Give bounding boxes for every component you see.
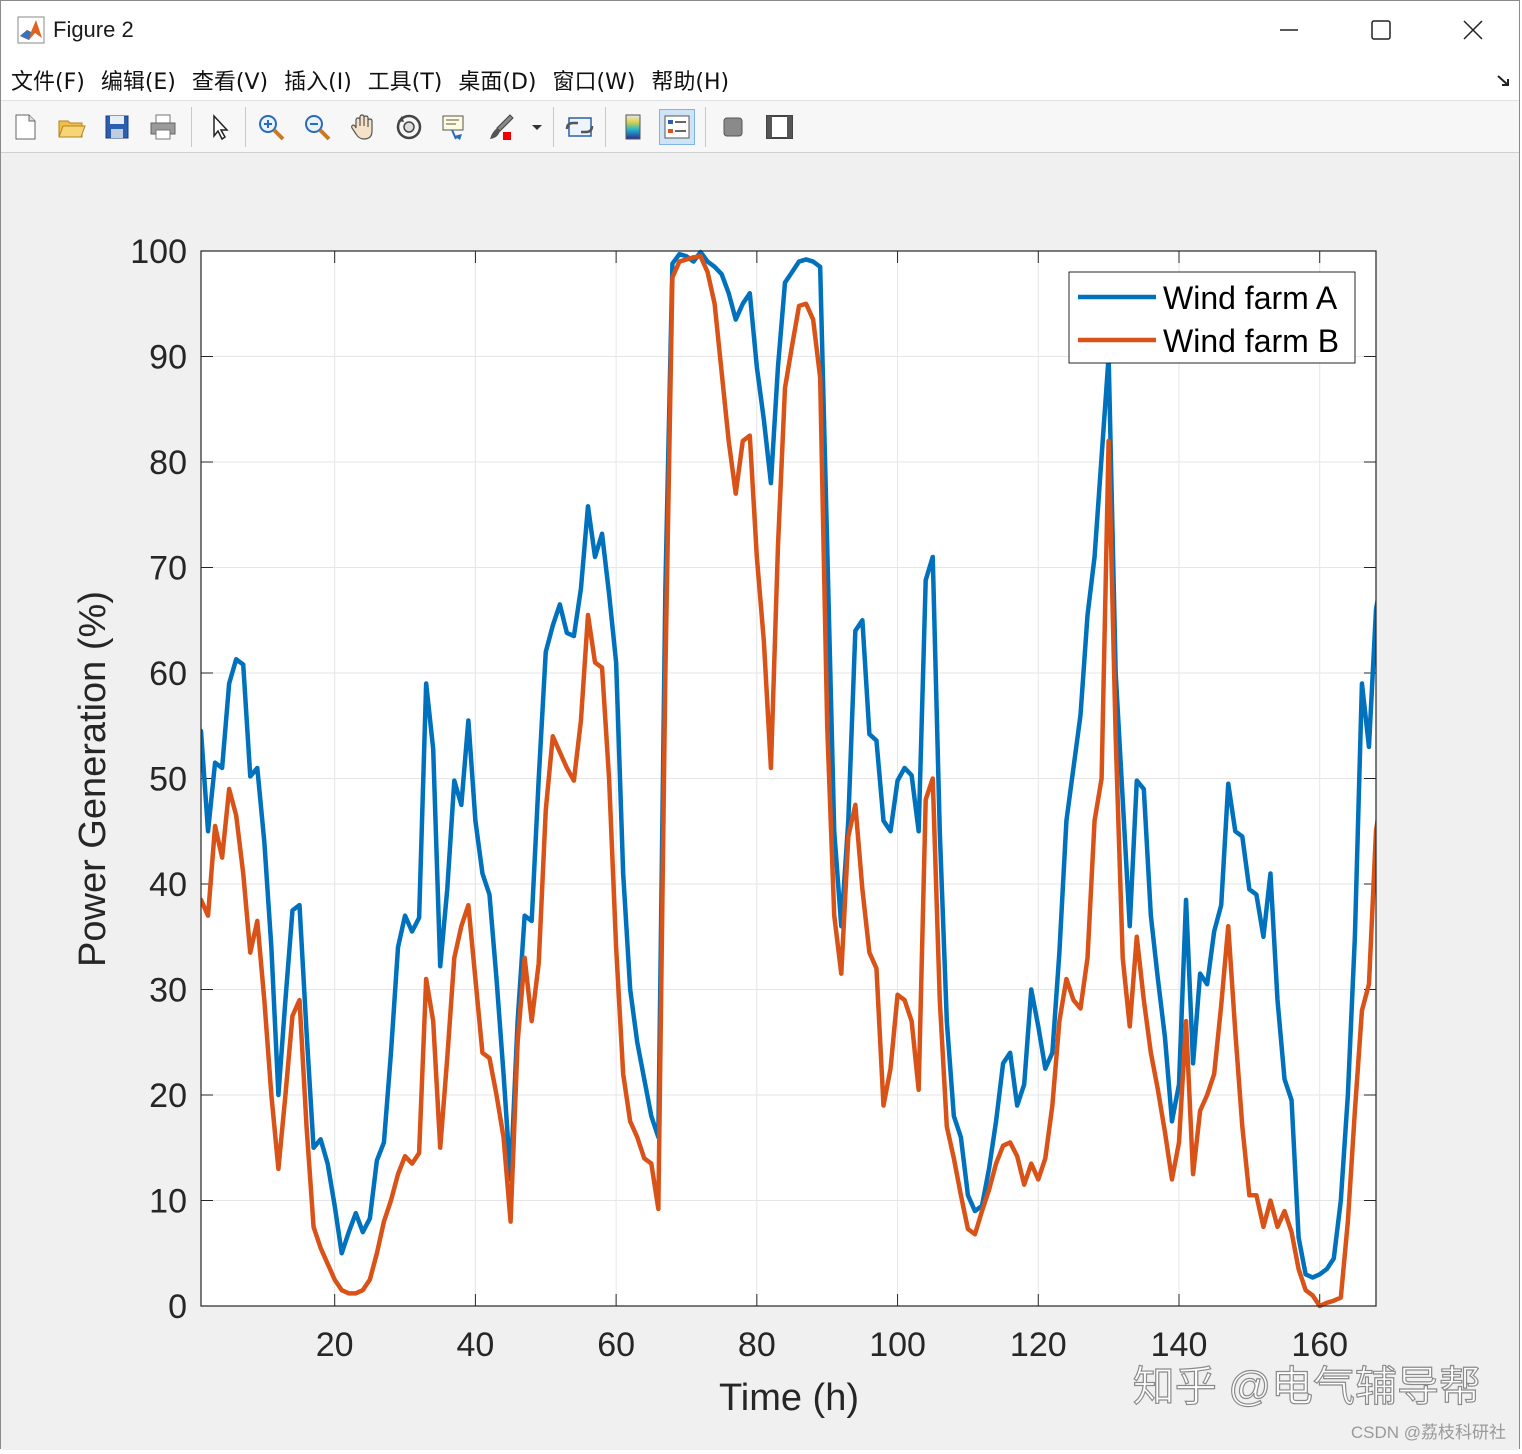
toolbar-separator bbox=[605, 107, 606, 147]
x-tick-label: 40 bbox=[456, 1326, 494, 1364]
legend-button[interactable] bbox=[659, 109, 695, 145]
y-tick-label: 20 bbox=[149, 1077, 187, 1115]
save-icon bbox=[105, 115, 129, 139]
dock-arrow-icon[interactable] bbox=[1495, 71, 1513, 89]
data-cursor-button[interactable] bbox=[437, 109, 473, 145]
chevron-down-icon bbox=[532, 125, 542, 130]
data-cursor-icon bbox=[442, 115, 464, 140]
close-button[interactable] bbox=[1427, 1, 1519, 59]
save-button[interactable] bbox=[99, 109, 135, 145]
menu-help[interactable]: 帮助(H) bbox=[651, 69, 730, 95]
legend-label-wind-farm-a: Wind farm A bbox=[1163, 280, 1338, 316]
x-tick-label: 140 bbox=[1151, 1326, 1208, 1364]
colorbar-button[interactable] bbox=[615, 109, 651, 145]
open-file-icon bbox=[58, 120, 86, 138]
show-plot-tools-icon bbox=[766, 115, 793, 139]
series-line-wind-farm-b bbox=[201, 254, 1376, 1309]
print-button[interactable] bbox=[145, 109, 181, 145]
watermark-sub: CSDN @荔枝科研社 bbox=[1351, 1423, 1506, 1442]
x-tick-label: 80 bbox=[738, 1326, 776, 1364]
y-tick-label: 10 bbox=[149, 1183, 187, 1221]
y-axis-label: Power Generation (%) bbox=[72, 591, 114, 967]
x-tick-label: 160 bbox=[1291, 1326, 1348, 1364]
x-tick-label: 60 bbox=[597, 1326, 635, 1364]
toolbar-separator bbox=[245, 107, 246, 147]
x-tick-label: 100 bbox=[869, 1326, 926, 1364]
toolbar-separator bbox=[705, 107, 706, 147]
y-tick-label: 80 bbox=[149, 444, 187, 482]
window-title: Figure 2 bbox=[53, 17, 134, 42]
link-plot-button[interactable] bbox=[561, 109, 597, 145]
minimize-icon bbox=[1280, 29, 1298, 31]
pan-hand-icon bbox=[351, 114, 373, 140]
y-tick-label: 50 bbox=[149, 761, 187, 799]
title-bar: Figure 2 bbox=[1, 1, 1519, 59]
toolbar-separator bbox=[553, 107, 554, 147]
zoom-out-button[interactable] bbox=[299, 109, 335, 145]
line-chart[interactable]: 20 40 60 80 100 120 140 160 0 10 20 30 40 50 60 70 80 90 1… bbox=[1, 153, 1521, 1450]
print-icon bbox=[150, 114, 176, 140]
x-axis-label: Time (h) bbox=[719, 1377, 859, 1419]
zoom-in-button[interactable] bbox=[253, 109, 289, 145]
y-tick-label: 90 bbox=[149, 339, 187, 377]
link-plot-icon bbox=[565, 117, 594, 137]
x-tick-label: 120 bbox=[1010, 1326, 1067, 1364]
hide-plot-tools-button[interactable] bbox=[715, 109, 751, 145]
x-tick-label: 20 bbox=[316, 1326, 354, 1364]
toolbar-separator bbox=[191, 107, 192, 147]
legend-icon bbox=[664, 115, 690, 139]
zoom-in-icon bbox=[259, 115, 285, 141]
legend-label-wind-farm-b: Wind farm B bbox=[1163, 323, 1339, 359]
legend[interactable]: Wind farm A Wind farm B bbox=[1068, 271, 1356, 364]
tick-labels: 20 40 60 80 100 120 140 160 0 10 20 30 40 50 60 70 80 90 1… bbox=[130, 233, 1348, 1364]
menu-tools[interactable]: 工具(T) bbox=[367, 69, 443, 95]
y-tick-label: 100 bbox=[130, 233, 187, 271]
menu-edit[interactable]: 编辑(E) bbox=[100, 69, 176, 95]
y-tick-label: 0 bbox=[168, 1288, 187, 1326]
figure-canvas[interactable]: 20 40 60 80 100 120 140 160 0 10 20 30 40 50 60 70 80 90 1… bbox=[1, 153, 1519, 1450]
maximize-button[interactable] bbox=[1335, 1, 1427, 59]
menu-window[interactable]: 窗口(W) bbox=[552, 69, 636, 95]
minimize-button[interactable] bbox=[1243, 1, 1335, 59]
colorbar-icon bbox=[625, 114, 641, 140]
menu-insert[interactable]: 插入(I) bbox=[284, 69, 352, 95]
rotate-3d-button[interactable] bbox=[391, 109, 427, 145]
menu-bar: 文件(F) 编辑(E) 查看(V) 插入(I) 工具(T) 桌面(D) 窗口(W… bbox=[1, 59, 1519, 101]
brush-button[interactable] bbox=[483, 109, 519, 145]
series-lines bbox=[201, 249, 1376, 1309]
y-tick-label: 60 bbox=[149, 655, 187, 693]
matlab-logo-icon bbox=[17, 16, 45, 44]
brush-icon bbox=[490, 114, 514, 140]
brush-dropdown[interactable] bbox=[525, 109, 549, 145]
zoom-out-icon bbox=[305, 115, 331, 141]
y-tick-label: 40 bbox=[149, 866, 187, 904]
menu-file[interactable]: 文件(F) bbox=[11, 69, 85, 95]
series-line-wind-farm-a bbox=[201, 249, 1376, 1280]
new-figure-button[interactable] bbox=[7, 109, 43, 145]
new-figure-icon bbox=[15, 114, 36, 140]
toolbar bbox=[1, 101, 1519, 153]
hide-plot-tools-icon bbox=[723, 117, 743, 137]
watermark-main: 知乎 @电气辅导帮 bbox=[1133, 1363, 1481, 1410]
menu-view[interactable]: 查看(V) bbox=[191, 69, 269, 95]
y-tick-label: 70 bbox=[149, 550, 187, 588]
pointer-icon bbox=[213, 114, 229, 141]
close-icon bbox=[1463, 20, 1483, 40]
open-file-button[interactable] bbox=[53, 109, 89, 145]
legend-box bbox=[1068, 271, 1356, 364]
show-plot-tools-button[interactable] bbox=[761, 109, 797, 145]
pointer-button[interactable] bbox=[201, 109, 237, 145]
rotate-3d-icon bbox=[396, 114, 422, 140]
pan-button[interactable] bbox=[345, 109, 381, 145]
maximize-icon bbox=[1371, 20, 1391, 40]
menu-desktop[interactable]: 桌面(D) bbox=[458, 69, 537, 95]
y-tick-label: 30 bbox=[149, 972, 187, 1010]
axes-box bbox=[200, 250, 1377, 1307]
